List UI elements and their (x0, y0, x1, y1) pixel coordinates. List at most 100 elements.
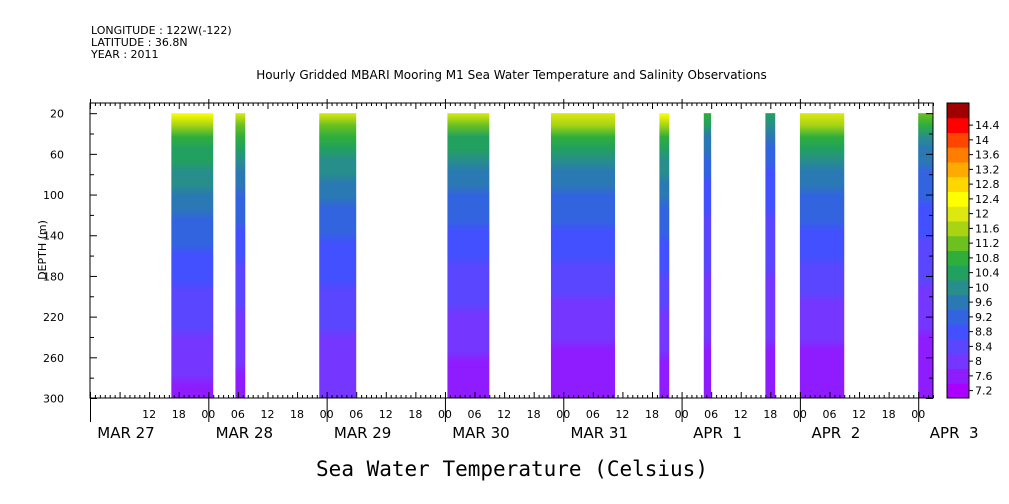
year-label: YEAR : 2011 (91, 48, 159, 61)
x-hour-tick-label: 18 (645, 408, 659, 421)
colorbar-label: 9.2 (975, 311, 993, 324)
data-segment (550, 113, 616, 398)
y-tick-label: 140 (43, 230, 64, 243)
colorbar-label: 14 (975, 134, 989, 147)
chart-title: Hourly Gridded MBARI Mooring M1 Sea Wate… (256, 68, 767, 82)
colorbar-swatch (947, 280, 969, 296)
data-segment (319, 113, 357, 398)
colorbar-label: 10.8 (975, 252, 1000, 265)
data-segment (703, 113, 712, 398)
x-hour-tick-label: 18 (882, 408, 896, 421)
colorbar-label: 7.2 (975, 385, 993, 398)
colorbar-label: 13.2 (975, 163, 1000, 176)
x-hour-tick-label: 00 (911, 408, 925, 421)
colorbar-swatch (947, 324, 969, 340)
x-hour-tick-label: 06 (231, 408, 245, 421)
colorbar-label: 8 (975, 355, 982, 368)
x-hour-tick-label: 18 (290, 408, 304, 421)
colorbar-label: 8.4 (975, 340, 993, 353)
colorbar-swatch (947, 147, 969, 163)
y-tick-label: 60 (50, 148, 64, 161)
colorbar-swatch (947, 103, 969, 119)
plot-frame (89, 102, 934, 399)
x-hour-tick-label: 00 (438, 408, 452, 421)
colorbar-label: 9.6 (975, 296, 993, 309)
colorbar-swatch (947, 206, 969, 222)
data-segment (765, 113, 776, 398)
colorbar-label: 8.8 (975, 326, 993, 339)
colorbar-swatch (947, 309, 969, 325)
colorbar-label: 13.6 (975, 149, 1000, 162)
x-date-label: APR 1 (693, 424, 742, 442)
x-hour-tick-label: 00 (675, 408, 689, 421)
data-segment (799, 113, 845, 398)
x-hour-tick-label: 12 (142, 408, 156, 421)
x-hour-tick-label: 06 (704, 408, 718, 421)
x-hour-tick-label: 06 (822, 408, 836, 421)
data-segment (447, 113, 490, 398)
colorbar-swatch (947, 353, 969, 369)
colorbar-label: 12.8 (975, 178, 1000, 191)
colorbar-swatch (947, 294, 969, 310)
x-hour-tick-label: 00 (793, 408, 807, 421)
y-tick-label: 20 (50, 108, 64, 121)
x-hour-tick-label: 00 (556, 408, 570, 421)
x-hour-tick-label: 12 (379, 408, 393, 421)
colorbar-swatch (947, 235, 969, 251)
variable-label: Sea Water Temperature (Celsius) (316, 457, 708, 481)
colorbar-swatch (947, 250, 969, 266)
colorbar-label: 11.6 (975, 222, 1000, 235)
colorbar-swatch (947, 368, 969, 384)
y-tick-label: 180 (43, 270, 64, 283)
colorbar-label: 11.2 (975, 237, 1000, 250)
y-tick-label: 300 (43, 393, 64, 406)
x-date-label: APR 3 (930, 424, 979, 442)
colorbar-swatch (947, 191, 969, 207)
colorbar-swatch (947, 132, 969, 148)
x-date-label: MAR 28 (216, 424, 273, 442)
x-date-label: MAR 31 (571, 424, 628, 442)
colorbar-swatch (947, 162, 969, 178)
plot-area (171, 113, 933, 398)
x-hour-tick-label: 06 (349, 408, 363, 421)
y-axis-label: DEPTH (m) (36, 220, 49, 280)
longitude-label: LONGITUDE : 122W(-122) (91, 24, 232, 37)
colorbar-swatch (947, 339, 969, 355)
data-segment (659, 113, 670, 398)
colorbar-label: 7.6 (975, 370, 993, 383)
x-hour-tick-label: 00 (201, 408, 215, 421)
colorbar-swatch (947, 221, 969, 237)
x-hour-tick-label: 12 (852, 408, 866, 421)
y-tick-label: 260 (43, 352, 64, 365)
y-tick-label: 100 (43, 189, 64, 202)
x-hour-tick-label: 12 (734, 408, 748, 421)
x-hour-tick-label: 18 (763, 408, 777, 421)
data-segment (235, 113, 246, 398)
colorbar-swatch (947, 383, 969, 399)
x-date-label: MAR 30 (452, 424, 509, 442)
x-date-label: MAR 27 (97, 424, 154, 442)
x-hour-tick-label: 06 (468, 408, 482, 421)
latitude-label: LATITUDE : 36.8N (91, 36, 188, 49)
plot-axes: 12 18 00 06 12 18 00 06 12 18 00 06 12 18 00 06 12 18 00 06… (43, 99, 979, 442)
y-tick-label: 220 (43, 311, 64, 324)
colorbar-swatch (947, 117, 969, 133)
data-segment (918, 113, 933, 398)
x-date-label: APR 2 (811, 424, 860, 442)
colorbar-frame (946, 102, 970, 399)
x-hour-tick-label: 18 (172, 408, 186, 421)
colorbar-swatch (947, 176, 969, 192)
x-hour-tick-label: 12 (260, 408, 274, 421)
colorbar-label: 12.4 (975, 193, 1000, 206)
colorbar-label: 10.4 (975, 267, 1000, 280)
x-hour-tick-label: 18 (408, 408, 422, 421)
colorbar-label: 14.4 (975, 119, 1000, 132)
x-hour-tick-label: 18 (527, 408, 541, 421)
colorbar-label: 10 (975, 281, 989, 294)
x-hour-tick-label: 00 (320, 408, 334, 421)
x-hour-tick-label: 06 (586, 408, 600, 421)
x-hour-tick-label: 12 (497, 408, 511, 421)
colorbar-label: 12 (975, 208, 989, 221)
